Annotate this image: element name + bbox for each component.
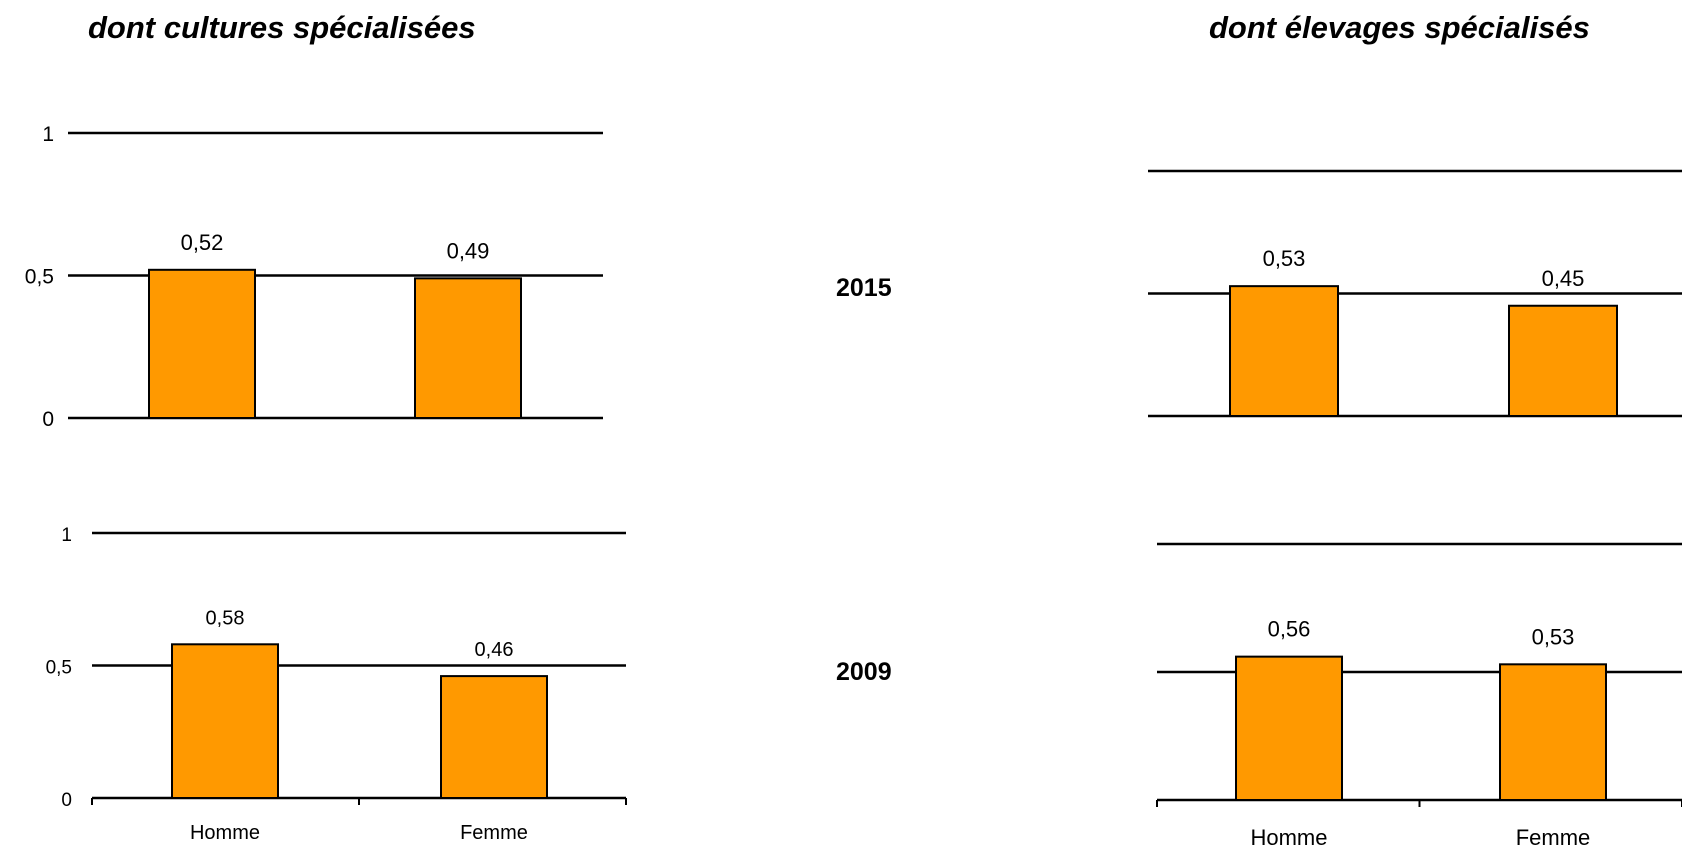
x-category-label: Homme xyxy=(1250,825,1327,845)
bar-femme xyxy=(1499,663,1607,801)
bar-femme xyxy=(414,277,522,419)
y-tick-label: 1 xyxy=(42,123,54,146)
data-label: 0,56 xyxy=(1268,617,1311,642)
chart-panel-1: 0 0,5 1 0,52 0,49 xyxy=(25,123,603,431)
x-category-label: Homme xyxy=(190,822,260,844)
data-label: 0,58 xyxy=(206,607,245,629)
y-tick-label: 0 xyxy=(42,408,54,431)
bar-homme xyxy=(1235,655,1343,802)
y-tick-label: 0 xyxy=(61,790,72,811)
chart-panel-4: 0,56 0,53 Homme Femme xyxy=(1156,542,1682,845)
bar-homme xyxy=(148,268,256,419)
bar-femme xyxy=(440,675,548,799)
bar-homme xyxy=(171,643,279,799)
data-label: 0,49 xyxy=(447,238,490,263)
year-label-2015: 2015 xyxy=(836,274,892,302)
chart-panel-3: 0,53 0,45 xyxy=(1148,169,1682,418)
data-label: 0,46 xyxy=(475,639,514,661)
bar-femme xyxy=(1508,304,1618,417)
x-category-label: Femme xyxy=(460,822,528,844)
data-label: 0,52 xyxy=(181,230,224,255)
y-tick-label: 1 xyxy=(61,525,72,546)
data-label: 0,45 xyxy=(1542,266,1585,291)
year-label-2009: 2009 xyxy=(836,658,892,686)
y-tick-label: 0,5 xyxy=(46,658,72,679)
x-category-label: Femme xyxy=(1516,825,1591,845)
bar-homme xyxy=(1229,285,1339,417)
data-label: 0,53 xyxy=(1532,624,1575,649)
y-tick-label: 0,5 xyxy=(25,266,54,289)
right-column-title: dont élevages spécialisés xyxy=(1209,10,1590,45)
data-label: 0,53 xyxy=(1263,246,1306,271)
chart-panel-2: 0 0,5 1 0,58 0,46 Homme Femme xyxy=(46,525,627,844)
left-column-title: dont cultures spécialisées xyxy=(88,10,476,45)
